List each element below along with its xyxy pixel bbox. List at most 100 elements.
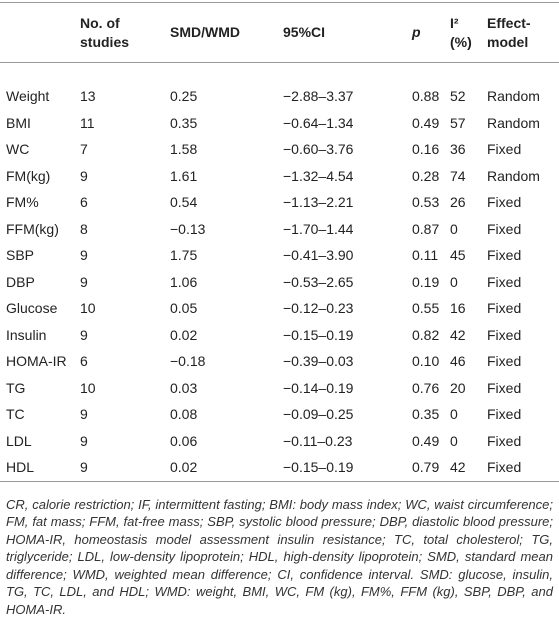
header-cell: p <box>412 24 421 40</box>
table-cell: 0.28 <box>412 167 440 184</box>
table-cell: 9 <box>80 326 88 343</box>
table-cell: −0.11–0.23 <box>283 432 353 449</box>
table-cell: 36 <box>450 141 466 158</box>
table-cell: Random <box>487 114 540 131</box>
table-cell: 0 <box>450 273 458 290</box>
table-cell: 9 <box>80 459 88 476</box>
table-row: HOMA-IR 6 −0.18 −0.39–0.03 0.10 46 Fixed <box>0 348 559 375</box>
table-cell: 0.53 <box>412 194 440 211</box>
table-cell: FM(kg) <box>6 167 51 184</box>
header-cell: 95%CI <box>283 24 326 40</box>
table-cell: Fixed <box>487 406 522 423</box>
table-cell: WC <box>6 141 30 158</box>
table-cell: 0.82 <box>412 326 440 343</box>
table-cell: 0.55 <box>412 300 440 317</box>
table-row: DBP 9 1.06 −0.53–2.65 0.19 0 Fixed <box>0 269 559 296</box>
table-cell: −0.18 <box>170 353 206 370</box>
table-body: Weight 13 0.25 −2.88–3.37 0.88 52 Random BMI 11 0… <box>0 63 559 481</box>
table-cell: 0.76 <box>412 379 440 396</box>
table-row: BMI 11 0.35 −0.64–1.34 0.49 57 Random <box>0 110 559 137</box>
table-cell: Fixed <box>487 300 522 317</box>
table-cell: 13 <box>80 88 96 105</box>
table-cell: 16 <box>450 300 466 317</box>
table-cell: 6 <box>80 353 88 370</box>
table-cell: Fixed <box>487 432 522 449</box>
table-cell: 10 <box>80 379 96 396</box>
header-cell: No. of studies <box>80 14 130 50</box>
table-row: Glucose 10 0.05 −0.12–0.23 0.55 16 Fixed <box>0 295 559 322</box>
table-row: FFM(kg) 8 −0.13 −1.70–1.44 0.87 0 Fixed <box>0 216 559 243</box>
table-row: LDL 9 0.06 −0.11–0.23 0.49 0 Fixed <box>0 428 559 455</box>
table-cell: 0.08 <box>170 406 198 423</box>
table-cell: FM% <box>6 194 39 211</box>
table-cell: 9 <box>80 432 88 449</box>
table-cell: 52 <box>450 88 466 105</box>
table-cell: 1.06 <box>170 273 198 290</box>
table-cell: Fixed <box>487 141 522 158</box>
table-cell: Fixed <box>487 326 522 343</box>
table-cell: 0.54 <box>170 194 198 211</box>
table-cell: SBP <box>6 247 35 264</box>
table-cell: −0.13 <box>170 220 206 237</box>
table-cell: −0.15–0.19 <box>283 326 354 343</box>
table-cell: 0.11 <box>412 247 439 264</box>
table-row: Weight 13 0.25 −2.88–3.37 0.88 52 Random <box>0 63 559 110</box>
table-cell: −0.39–0.03 <box>283 353 354 370</box>
table-row: WC 7 1.58 −0.60–3.76 0.16 36 Fixed <box>0 136 559 163</box>
table-cell: −2.88–3.37 <box>283 88 354 105</box>
table-cell: −0.12–0.23 <box>283 300 354 317</box>
table-cell: 42 <box>450 326 466 343</box>
table-row: SBP 9 1.75 −0.41–3.90 0.11 45 Fixed <box>0 242 559 269</box>
table-cell: LDL <box>6 432 32 449</box>
header-row: No. of studies SMD/WMD 95%CI p I² (%) Effect-… <box>0 2 559 63</box>
data-table: No. of studies SMD/WMD 95%CI p I² (%) Effect-… <box>0 2 559 482</box>
table-cell: 1.75 <box>170 247 198 264</box>
table-cell: 0.05 <box>170 300 198 317</box>
table-cell: −0.41–3.90 <box>283 247 354 264</box>
table-header: No. of studies SMD/WMD 95%CI p I² (%) Effect-… <box>0 2 559 63</box>
table-cell: Random <box>487 88 540 105</box>
table-cell: 0.49 <box>412 432 440 449</box>
table-cell: DBP <box>6 273 35 290</box>
table-cell: −0.09–0.25 <box>283 406 354 423</box>
table-cell: 8 <box>80 220 88 237</box>
table-cell: 0.03 <box>170 379 198 396</box>
table-cell: 0.49 <box>412 114 440 131</box>
table-row: Insulin 9 0.02 −0.15–0.19 0.82 42 Fixed <box>0 322 559 349</box>
table-cell: 11 <box>80 114 95 131</box>
header-cell: I² (%) <box>450 14 472 50</box>
table-cell: Random <box>487 167 540 184</box>
table-cell: Weight <box>6 88 50 105</box>
table-cell: 0.02 <box>170 459 198 476</box>
table-cell: 0.88 <box>412 88 440 105</box>
table-cell: 0.79 <box>412 459 440 476</box>
table-cell: 26 <box>450 194 466 211</box>
table-cell: 0.35 <box>170 114 198 131</box>
table-cell: 0.06 <box>170 432 198 449</box>
table-cell: −1.32–4.54 <box>283 167 354 184</box>
table-cell: 0.16 <box>412 141 440 158</box>
table-row: TC 9 0.08 −0.09–0.25 0.35 0 Fixed <box>0 401 559 428</box>
table-cell: 45 <box>450 247 466 264</box>
table-cell: 1.58 <box>170 141 198 158</box>
table-cell: −0.14–0.19 <box>283 379 354 396</box>
table-cell: Fixed <box>487 353 522 370</box>
table-row: HDL 9 0.02 −0.15–0.19 0.79 42 Fixed <box>0 454 559 481</box>
table-cell: 1.61 <box>170 167 198 184</box>
table-cell: BMI <box>6 114 31 131</box>
table-cell: Fixed <box>487 459 522 476</box>
table-cell: 42 <box>450 459 466 476</box>
table-cell: TC <box>6 406 25 423</box>
table-row: FM% 6 0.54 −1.13–2.21 0.53 26 Fixed <box>0 189 559 216</box>
table-cell: Fixed <box>487 379 522 396</box>
table-cell: TG <box>6 379 26 396</box>
table-cell: −0.60–3.76 <box>283 141 354 158</box>
table-cell: −0.53–2.65 <box>283 273 354 290</box>
footnote: CR, calorie restriction; IF, intermitten… <box>6 496 553 618</box>
table-cell: Insulin <box>6 326 47 343</box>
table-cell: −0.15–0.19 <box>283 459 354 476</box>
table-cell: Fixed <box>487 220 522 237</box>
table-cell: −0.64–1.34 <box>283 114 354 131</box>
table-cell: FFM(kg) <box>6 220 59 237</box>
header-cell <box>0 3 74 63</box>
